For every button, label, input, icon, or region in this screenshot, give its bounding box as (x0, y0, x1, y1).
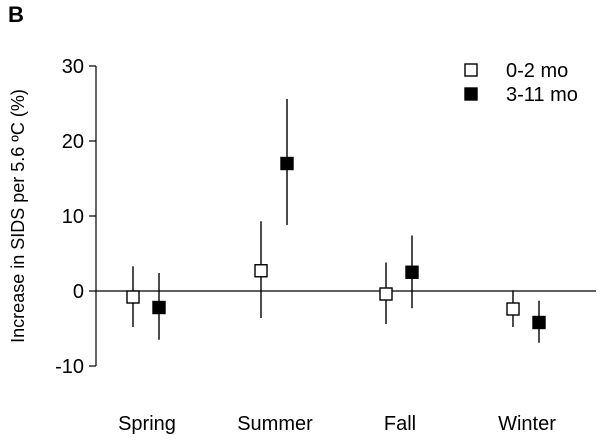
data-marks (126, 99, 546, 343)
data-point-open (379, 287, 393, 301)
data-point-open (254, 264, 268, 278)
data-point-filled (532, 315, 546, 330)
y-axis-label: Increase in SIDS per 5.6 ºC (%) (8, 89, 28, 343)
x-category-label: Summer (237, 413, 313, 435)
x-category-label: Spring (118, 413, 176, 435)
data-point-filled (405, 265, 419, 279)
legend-marker (464, 63, 478, 77)
y-tick-label: 10 (62, 206, 84, 228)
y-tick-label: 30 (62, 56, 84, 78)
legend-label: 0-2 mo (506, 60, 568, 82)
data-point-filled (152, 300, 166, 315)
panel-label: B (8, 2, 24, 27)
y-tick-label: 0 (73, 281, 84, 303)
legend-label: 3-11 mo (506, 84, 578, 106)
legend: 0-2 mo3-11 mo (464, 60, 578, 106)
y-tick-label: 20 (62, 131, 84, 153)
y-tick-label: -10 (55, 356, 84, 378)
legend-marker (464, 87, 478, 101)
data-point-open (506, 302, 520, 316)
x-category-label: Fall (384, 413, 416, 435)
data-point-filled (280, 156, 294, 171)
x-category-label: Winter (498, 413, 556, 435)
axes: -10 0 10 20 30 Spring Summer Fall Winter (55, 56, 596, 435)
data-point-open (126, 290, 140, 304)
